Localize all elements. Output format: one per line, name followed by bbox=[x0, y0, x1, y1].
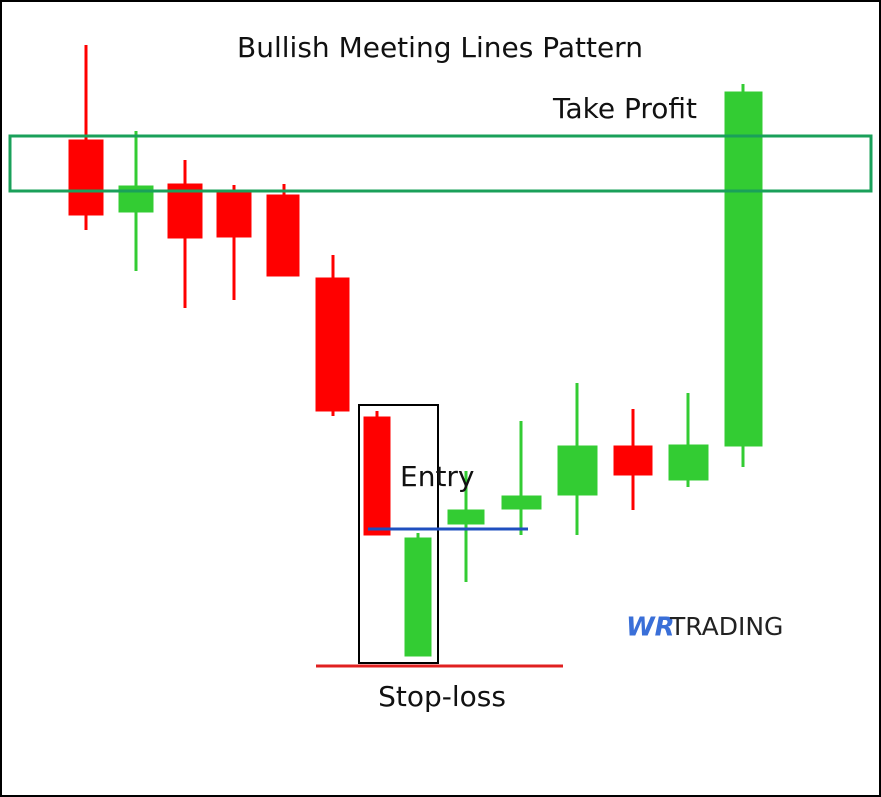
candles bbox=[68, 45, 763, 657]
take-profit-label: Take Profit bbox=[552, 92, 697, 125]
candle bbox=[404, 533, 432, 657]
entry-label: Entry bbox=[400, 460, 475, 493]
candle bbox=[668, 393, 709, 487]
pattern-box bbox=[358, 404, 439, 664]
candle bbox=[557, 383, 598, 535]
candle bbox=[724, 84, 763, 467]
logo-mark: WR bbox=[626, 613, 675, 643]
candle bbox=[501, 421, 542, 535]
candle bbox=[363, 411, 391, 536]
title: Bullish Meeting Lines Pattern bbox=[237, 31, 643, 64]
logo-text: TRADING bbox=[669, 612, 783, 641]
candle bbox=[613, 409, 653, 510]
candle bbox=[68, 45, 104, 230]
candle bbox=[315, 255, 350, 416]
candle bbox=[167, 160, 203, 308]
stop-loss-label: Stop-loss bbox=[378, 680, 506, 713]
candle bbox=[266, 184, 300, 277]
take-profit-zone bbox=[8, 134, 873, 193]
candle bbox=[447, 471, 485, 582]
candle bbox=[216, 185, 252, 300]
